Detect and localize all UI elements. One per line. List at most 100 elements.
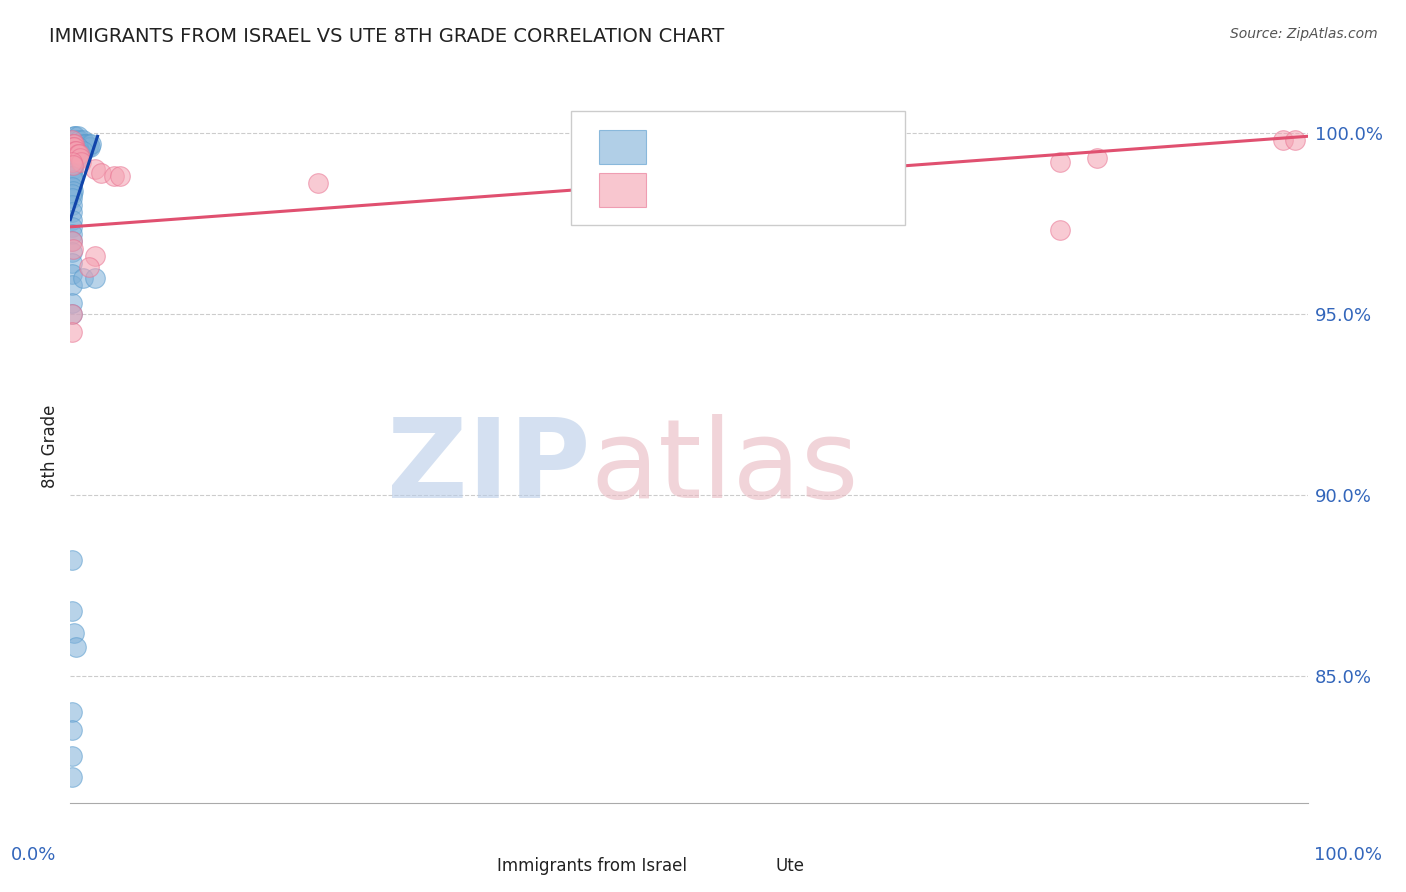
Point: [65, 640, 87, 654]
Point: [66, 151, 89, 165]
Point: [60, 705, 83, 719]
Point: [60, 325, 83, 339]
Point: [65, 144, 87, 158]
Point: [63, 140, 86, 154]
Point: [801, 161, 824, 176]
Point: [60, 307, 83, 321]
Point: [70, 154, 93, 169]
Point: [63, 136, 86, 151]
Point: [60, 723, 83, 738]
Point: [63, 625, 86, 640]
Point: [60, 219, 83, 234]
Point: [75, 136, 97, 151]
Point: [108, 169, 131, 183]
Point: [75, 140, 97, 154]
Point: [1284, 133, 1306, 147]
Point: [60, 151, 83, 165]
Point: [65, 140, 87, 154]
Text: atlas: atlas: [591, 414, 859, 521]
Point: [307, 177, 329, 191]
Point: [73, 136, 96, 151]
Point: [60, 227, 83, 241]
Point: [69, 151, 91, 165]
Point: [66, 147, 89, 161]
Point: [70, 136, 93, 151]
Point: [1049, 223, 1071, 237]
Point: [65, 133, 87, 147]
Point: [60, 771, 83, 785]
Point: [62, 161, 84, 176]
Point: [62, 144, 84, 158]
Point: [66, 129, 89, 144]
Point: [70, 147, 93, 161]
Point: [90, 165, 112, 179]
Point: [60, 245, 83, 260]
Point: [103, 169, 125, 183]
Point: [63, 158, 86, 172]
FancyBboxPatch shape: [454, 855, 488, 880]
Point: [60, 205, 83, 219]
Point: [79, 140, 101, 154]
Text: IMMIGRANTS FROM ISRAEL VS UTE 8TH GRADE CORRELATION CHART: IMMIGRANTS FROM ISRAEL VS UTE 8TH GRADE …: [49, 27, 724, 45]
Point: [62, 136, 84, 151]
Point: [63, 129, 86, 144]
Point: [60, 256, 83, 270]
Point: [67, 144, 90, 158]
Point: [60, 235, 83, 249]
Point: [69, 136, 91, 151]
Point: [62, 133, 84, 147]
Point: [60, 235, 83, 249]
Point: [72, 144, 94, 158]
Point: [62, 242, 84, 256]
Point: [60, 553, 83, 567]
Text: R = 0.226   N = 31: R = 0.226 N = 31: [661, 181, 818, 199]
Point: [65, 151, 87, 165]
Text: R = 0.315   N = 66: R = 0.315 N = 66: [661, 138, 818, 156]
Point: [62, 154, 84, 169]
Point: [77, 260, 100, 274]
Point: [60, 169, 83, 183]
Point: [62, 184, 84, 198]
Point: [63, 140, 86, 154]
Point: [76, 140, 98, 154]
Point: [72, 133, 94, 147]
Point: [72, 270, 94, 285]
Point: [60, 187, 83, 202]
Point: [62, 173, 84, 187]
Point: [1049, 154, 1071, 169]
Point: [84, 270, 107, 285]
Point: [69, 147, 91, 161]
Point: [80, 136, 103, 151]
Point: [60, 133, 83, 147]
Point: [60, 277, 83, 292]
Point: [60, 296, 83, 310]
Point: [60, 180, 83, 194]
FancyBboxPatch shape: [599, 130, 645, 164]
Point: [65, 147, 87, 161]
Point: [863, 158, 886, 172]
Text: Immigrants from Israel: Immigrants from Israel: [498, 856, 688, 874]
Point: [65, 144, 87, 158]
Point: [66, 140, 89, 154]
Point: [60, 212, 83, 227]
Point: [62, 158, 84, 172]
Point: [67, 147, 90, 161]
Y-axis label: 8th Grade: 8th Grade: [41, 404, 59, 488]
Point: [60, 154, 83, 169]
Point: [60, 748, 83, 763]
Point: [1271, 133, 1294, 147]
Point: [60, 307, 83, 321]
Point: [67, 133, 90, 147]
Point: [60, 158, 83, 172]
Point: [84, 161, 107, 176]
Point: [62, 136, 84, 151]
Point: [65, 144, 87, 158]
Point: [60, 140, 83, 154]
Point: [60, 267, 83, 281]
Point: [60, 198, 83, 212]
Point: [84, 249, 107, 263]
Point: [77, 136, 100, 151]
FancyBboxPatch shape: [733, 855, 766, 880]
Point: [60, 604, 83, 618]
Text: Source: ZipAtlas.com: Source: ZipAtlas.com: [1230, 27, 1378, 41]
